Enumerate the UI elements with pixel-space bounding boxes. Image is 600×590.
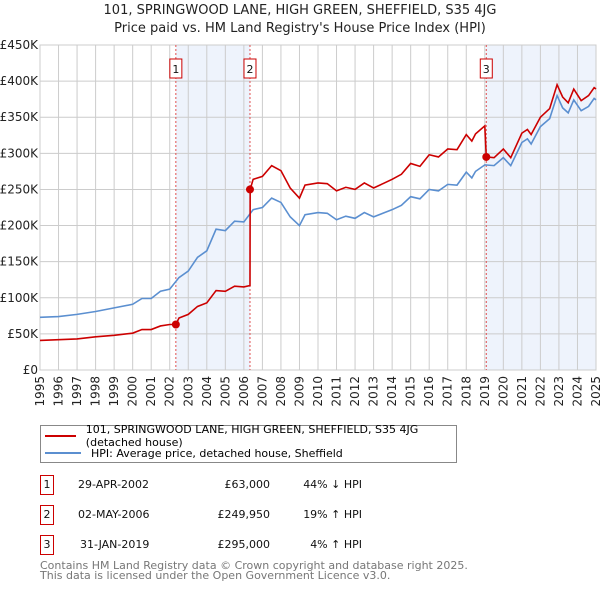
hpi-line — [39, 93, 597, 319]
x-tick-label: 1995 — [33, 376, 47, 407]
copyright-text: Contains HM Land Registry data © Crown c… — [40, 559, 468, 572]
sale-marker-box — [243, 58, 257, 79]
sale-price: £249,950 — [217, 508, 271, 521]
x-tick-label: 2020 — [496, 376, 510, 407]
y-tick-label: £400K — [0, 74, 39, 88]
x-tick-label: 2007 — [255, 376, 269, 407]
x-tick-label: 2018 — [459, 376, 473, 407]
sale-hpi-diff: 44% ↓ HPI — [303, 478, 362, 491]
x-tick-label: 2001 — [144, 376, 158, 407]
x-tick-label: 2022 — [533, 376, 547, 407]
x-tick-label: 2015 — [404, 376, 418, 407]
x-tick-label: 2011 — [330, 376, 344, 407]
x-tick-label: 2000 — [126, 376, 140, 407]
x-tick-label: 2017 — [441, 376, 455, 407]
x-tick-label: 2003 — [181, 376, 195, 407]
sale-date: 31-JAN-2019 — [80, 538, 150, 551]
property-price-line — [39, 82, 597, 342]
sale-row: 1 29-APR-2002 £63,000 44% ↓ HPI — [40, 475, 440, 495]
chart-subtitle: Price paid vs. HM Land Registry's House … — [114, 21, 486, 36]
footer: Contains HM Land Registry data © Crown c… — [40, 559, 468, 582]
sale-marker-label: 2 — [246, 63, 253, 76]
sale-marker-box — [169, 58, 183, 79]
legend: 101, SPRINGWOOD LANE, HIGH GREEN, SHEFFI… — [40, 423, 457, 463]
sale-marker-box — [479, 58, 493, 79]
sale-row: 3 31-JAN-2019 £295,000 4% ↑ HPI — [40, 535, 440, 555]
x-tick-label: 2024 — [570, 376, 584, 407]
licence-text: This data is licensed under the Open Gov… — [40, 569, 391, 582]
legend-item-hpi: HPI: Average price, detached house, Shef… — [45, 445, 343, 461]
y-tick-label: £0 — [23, 363, 38, 377]
x-tick-label: 2005 — [218, 376, 232, 407]
legend-item-property: 101, SPRINGWOOD LANE, HIGH GREEN, SHEFFI… — [45, 423, 456, 449]
y-tick-label: £100K — [0, 291, 39, 305]
x-tick-label: 1996 — [52, 376, 66, 407]
sale-marker-label: 3 — [40, 535, 54, 555]
y-tick-label: £150K — [0, 255, 39, 269]
sale-price: £295,000 — [217, 538, 271, 551]
y-tick-label: £450K — [0, 38, 39, 52]
legend-swatch-red — [45, 435, 76, 437]
x-tick-label: 1997 — [70, 376, 84, 407]
x-tick-label: 2014 — [385, 376, 399, 407]
x-tick-label: 2025 — [589, 376, 600, 407]
sale-price: £63,000 — [224, 478, 271, 491]
x-tick-label: 2006 — [237, 376, 251, 407]
sale-point — [171, 320, 180, 329]
price-chart: £0 £50K £100K £150K £200K £250K £300K £350K £400… — [0, 38, 600, 407]
sale-point — [482, 152, 491, 161]
sale-hpi-diff: 4% ↑ HPI — [310, 538, 362, 551]
y-tick-label: £300K — [0, 146, 39, 160]
legend-swatch-blue — [45, 452, 81, 454]
x-tick-label: 2013 — [367, 376, 381, 407]
x-tick-label: 2002 — [163, 376, 177, 407]
x-tick-label: 2019 — [478, 376, 492, 407]
x-tick-label: 2021 — [515, 376, 529, 407]
sale-marker-label: 2 — [40, 505, 54, 525]
x-tick-label: 1998 — [89, 376, 103, 407]
sale-marker-label: 3 — [483, 63, 490, 76]
x-tick-label: 1999 — [107, 376, 121, 407]
shaded-period — [486, 45, 596, 370]
x-tick-label: 2009 — [292, 376, 306, 407]
y-tick-label: £50K — [7, 327, 39, 341]
sale-marker-label: 1 — [40, 475, 54, 495]
y-tick-label: £200K — [0, 219, 39, 233]
x-tick-label: 2010 — [311, 376, 325, 407]
x-tick-label: 2023 — [552, 376, 566, 407]
plot-frame — [39, 44, 597, 371]
x-tick-label: 2012 — [348, 376, 362, 407]
chart-title: 101, SPRINGWOOD LANE, HIGH GREEN, SHEFFI… — [103, 3, 497, 18]
x-tick-label: 2004 — [200, 376, 214, 407]
sale-row: 2 02-MAY-2006 £249,950 19% ↑ HPI — [40, 505, 440, 525]
x-tick-label: 2008 — [274, 376, 288, 407]
sale-date: 29-APR-2002 — [78, 478, 150, 491]
x-tick-label: 2016 — [422, 376, 436, 407]
legend-label: HPI: Average price, detached house, Shef… — [91, 446, 343, 460]
legend-label: 101, SPRINGWOOD LANE, HIGH GREEN, SHEFFI… — [85, 423, 419, 449]
y-tick-label: £350K — [0, 110, 39, 124]
shaded-period — [175, 45, 250, 370]
sale-marker-label: 1 — [172, 63, 179, 76]
y-tick-label: £250K — [0, 182, 39, 196]
sale-point — [245, 185, 254, 194]
sale-hpi-diff: 19% ↑ HPI — [303, 508, 362, 521]
sale-date: 02-MAY-2006 — [78, 508, 150, 521]
